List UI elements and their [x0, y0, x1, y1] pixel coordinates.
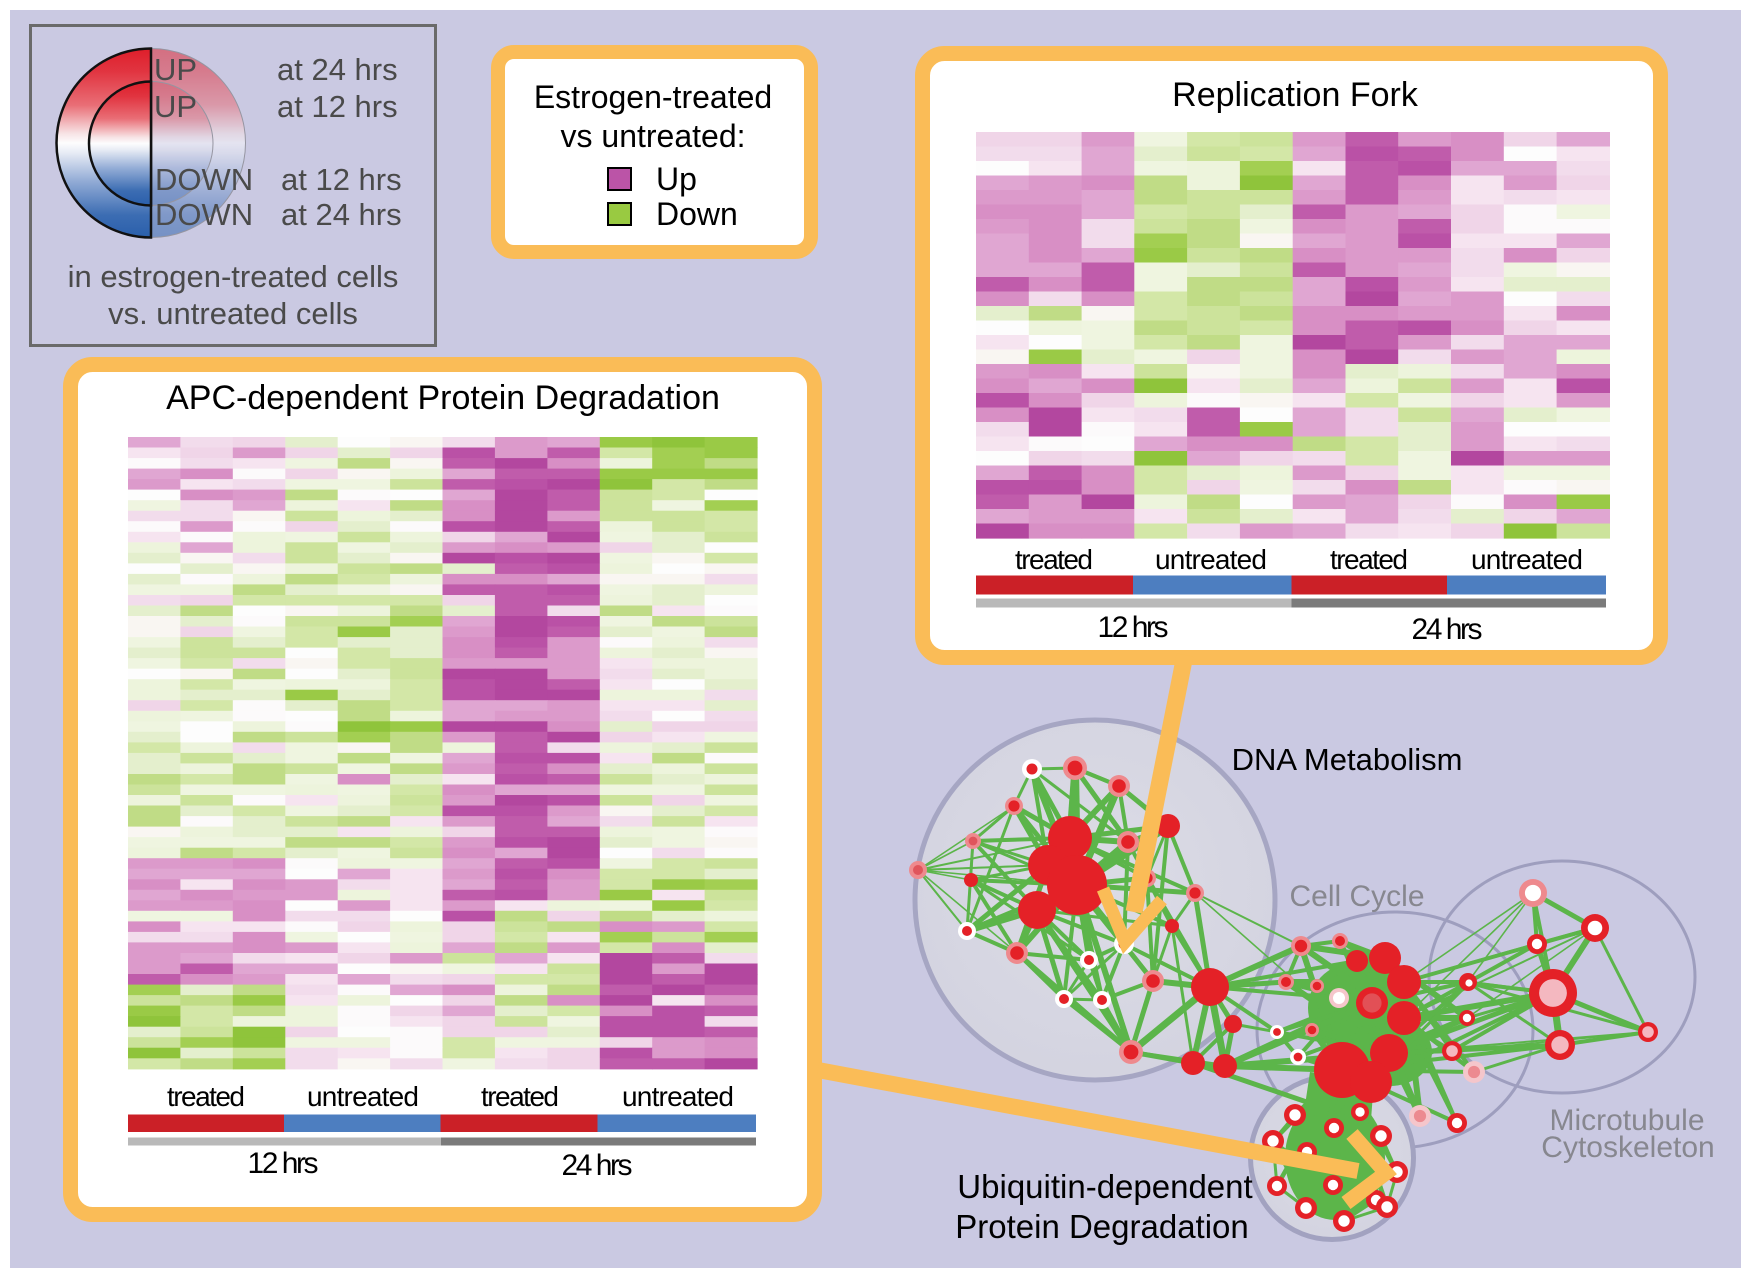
svg-text:vs untreated:: vs untreated: [561, 118, 746, 154]
svg-text:Protein Degradation: Protein Degradation [955, 1208, 1249, 1245]
svg-text:at 24 hrs: at 24 hrs [277, 52, 398, 87]
svg-text:vs. untreated cells: vs. untreated cells [108, 296, 358, 331]
svg-text:DNA Metabolism: DNA Metabolism [1232, 742, 1463, 777]
svg-text:untreated: untreated [622, 1081, 734, 1112]
svg-text:Down: Down [656, 196, 738, 232]
svg-text:Estrogen-treated: Estrogen-treated [534, 79, 772, 115]
svg-text:12 hrs: 12 hrs [1098, 611, 1169, 644]
svg-text:untreated: untreated [1155, 544, 1267, 575]
svg-text:24 hrs: 24 hrs [1412, 613, 1483, 646]
svg-text:Ubiquitin-dependent: Ubiquitin-dependent [957, 1168, 1252, 1205]
svg-text:Replication Fork: Replication Fork [1172, 76, 1419, 114]
svg-text:treated: treated [1015, 544, 1093, 575]
svg-text:Cytoskeleton: Cytoskeleton [1541, 1131, 1714, 1164]
svg-text:DOWN: DOWN [155, 197, 253, 232]
svg-text:Up: Up [656, 161, 697, 197]
svg-text:at 12 hrs: at 12 hrs [281, 162, 402, 197]
svg-text:untreated: untreated [307, 1081, 419, 1112]
svg-text:treated: treated [1330, 544, 1408, 575]
svg-text:in estrogen-treated cells: in estrogen-treated cells [68, 259, 399, 294]
svg-text:24 hrs: 24 hrs [562, 1149, 633, 1182]
svg-text:UP: UP [154, 89, 197, 124]
svg-text:Cell Cycle: Cell Cycle [1289, 880, 1424, 913]
svg-text:UP: UP [154, 52, 197, 87]
svg-text:DOWN: DOWN [155, 162, 253, 197]
svg-text:treated: treated [481, 1081, 559, 1112]
svg-text:at 24 hrs: at 24 hrs [281, 197, 402, 232]
svg-text:untreated: untreated [1471, 544, 1583, 575]
svg-text:treated: treated [167, 1081, 245, 1112]
svg-text:at 12 hrs: at 12 hrs [277, 89, 398, 124]
svg-text:Microtubule: Microtubule [1549, 1104, 1704, 1137]
svg-text:APC-dependent Protein Degradat: APC-dependent Protein Degradation [166, 379, 720, 417]
svg-text:12 hrs: 12 hrs [248, 1147, 319, 1180]
